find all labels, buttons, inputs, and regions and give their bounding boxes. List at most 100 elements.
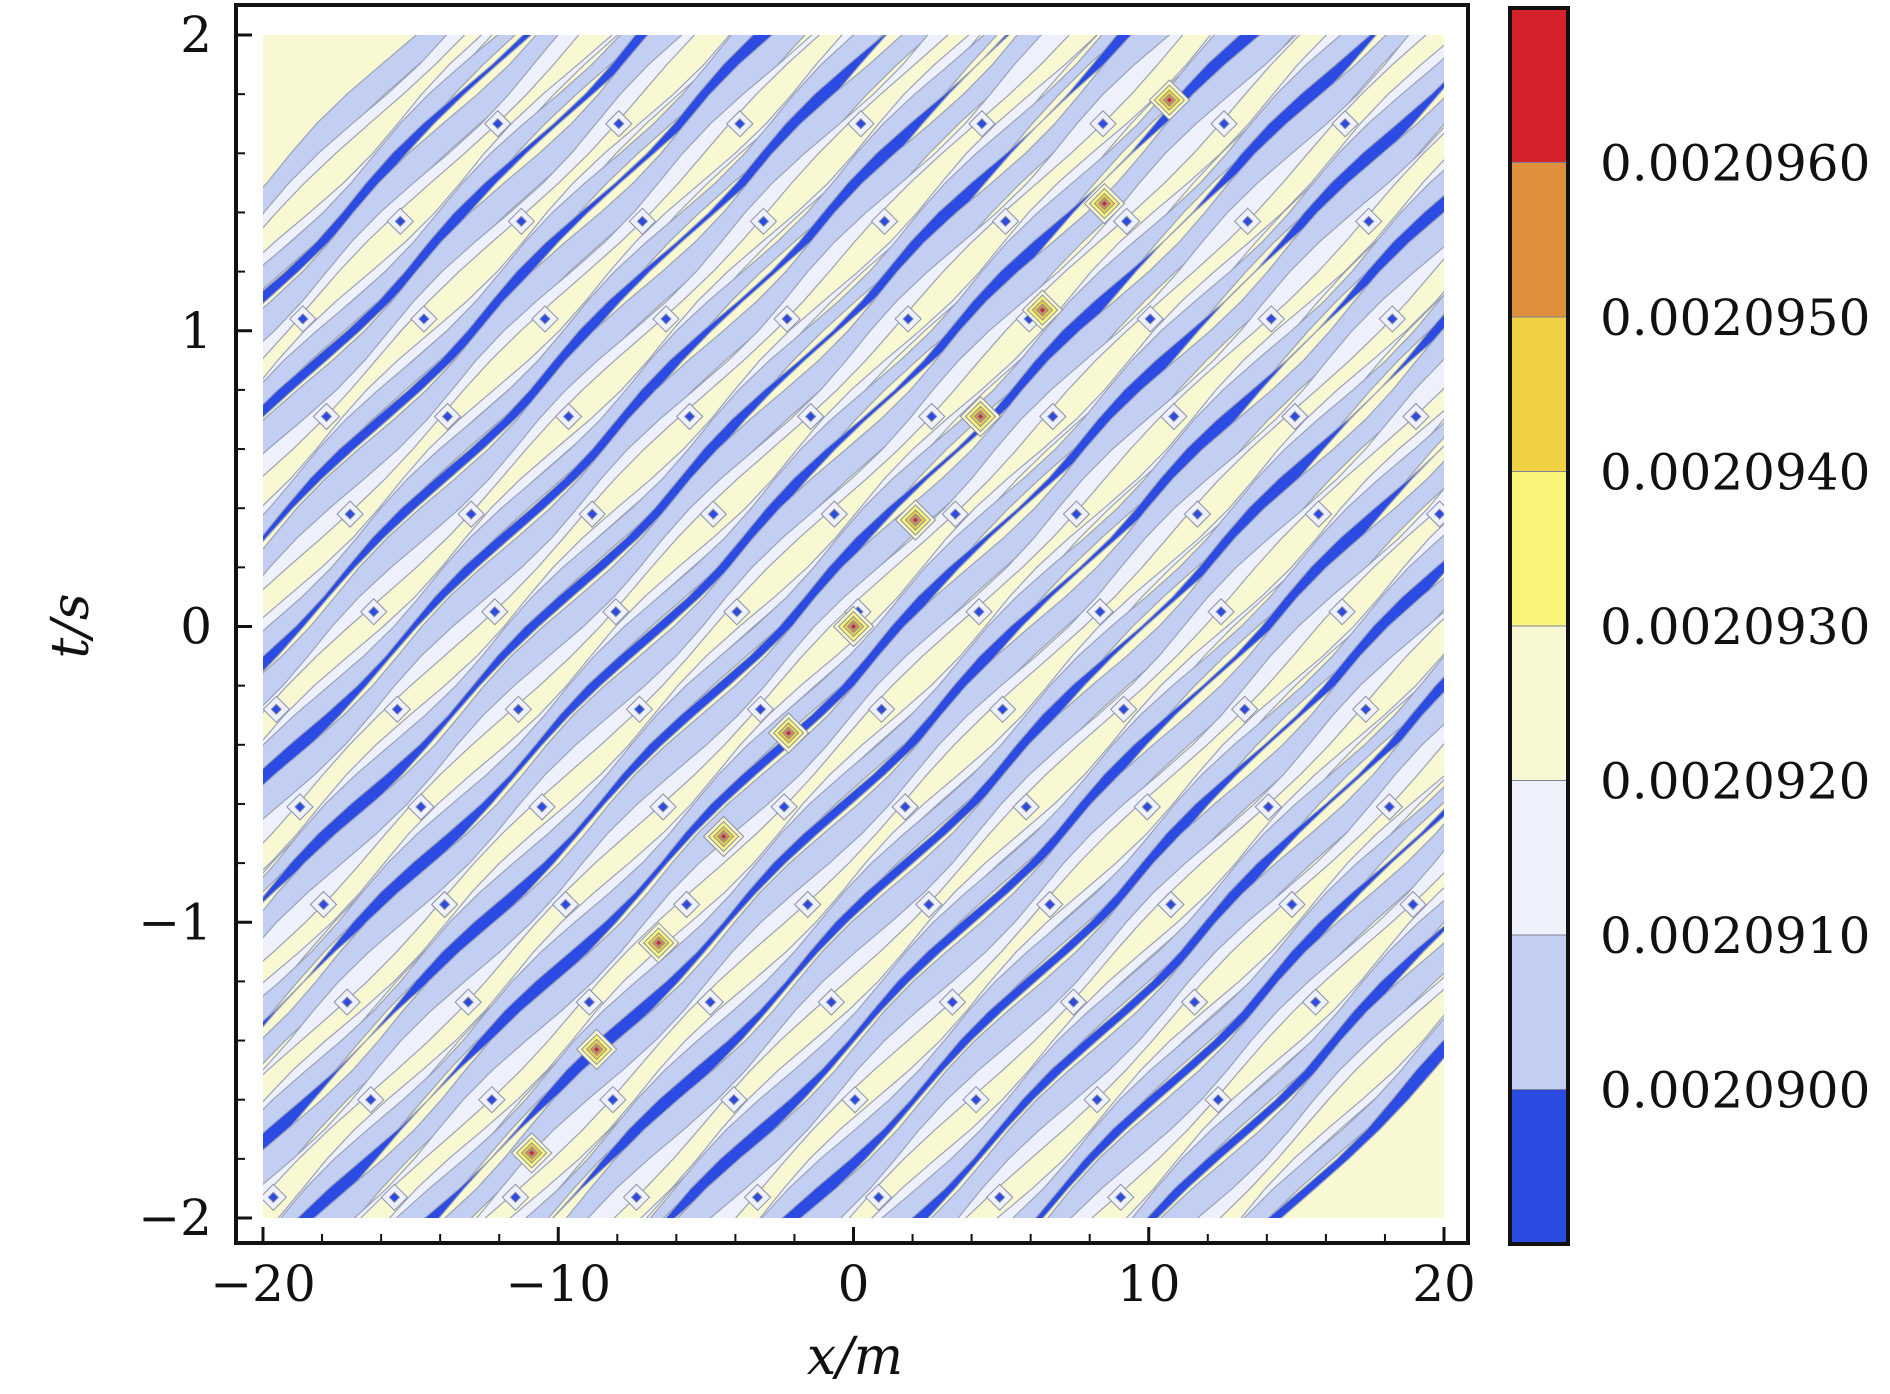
colorbar-label-6: 0.0020960 (1600, 135, 1870, 193)
contour-marker-core-25 (878, 215, 891, 228)
contour-marker-core-21 (489, 606, 501, 618)
peak-marker-5 (832, 605, 875, 648)
peak-marker-1 (575, 1028, 618, 1071)
contour-marker-core-14 (465, 508, 477, 520)
contour-band-11 (263, 35, 696, 477)
contour-marker-core-31 (707, 508, 719, 520)
contour-marker-core-83 (1020, 801, 1032, 813)
contour-marker-core-68 (1363, 215, 1375, 228)
contour-band-9 (263, 35, 658, 418)
contour-marker-core-58 (388, 1191, 401, 1204)
peak-marker-0 (510, 1132, 553, 1174)
contour-marker-core-26 (976, 118, 988, 130)
contour-marker-core-73 (899, 801, 911, 813)
peak-marker-2-level-4 (654, 939, 663, 947)
contour-marker-core-35 (1097, 118, 1109, 130)
contour-band-4 (263, 35, 533, 305)
contour-marker-core-59 (486, 1093, 498, 1106)
peak-marker-1-level-4 (592, 1045, 601, 1054)
contour-marker-core-95 (1433, 508, 1444, 520)
contour-marker-core-27 (317, 898, 330, 911)
x-axis-ticks: −20 −10 0 10 20 (210, 1227, 1476, 1313)
contour-marker-core-10 (636, 215, 649, 228)
peak-marker-4 (767, 712, 810, 754)
contour-marker-core-74 (996, 703, 1009, 716)
contour-marker-core-67 (1265, 313, 1277, 325)
contour-marker-core-57 (1339, 118, 1351, 130)
contour-marker-core-60 (583, 996, 595, 1008)
contour-marker-core-71 (704, 996, 717, 1008)
x-tick-label-1: −10 (505, 1255, 611, 1313)
contour-marker-core-87 (1410, 410, 1422, 423)
contour-marker-core-18 (855, 118, 867, 130)
contour-marker-core-77 (1289, 410, 1301, 423)
peak-marker-10 (1148, 79, 1191, 121)
contour-marker-core-11 (734, 118, 746, 130)
contour-marker-core-89 (849, 1093, 861, 1106)
colorbar-label-3: 0.0020930 (1600, 598, 1870, 656)
contour-marker-core-99 (1165, 898, 1177, 911)
contour-marker-core-1 (394, 215, 406, 228)
contour-marker-core-64 (973, 606, 985, 618)
contour-marker-core-61 (680, 898, 693, 911)
contour-band-81 (1196, 976, 1444, 1218)
contour-band-57 (640, 409, 1444, 1218)
contour-marker-core-45 (1218, 118, 1230, 130)
contour-marker-core-101 (1360, 703, 1372, 716)
contour-band-70 (930, 691, 1444, 1218)
contour-marker-core-75 (1094, 606, 1106, 618)
contour-marker-core-22 (586, 508, 598, 520)
contour-marker-core-81 (825, 996, 838, 1008)
contour-marker-core-106 (1383, 801, 1396, 813)
contour-markers (263, 110, 1444, 1212)
colorbar-labels: 0.0020900 0.0020910 0.0020920 0.0020930 0.00… (1600, 135, 1870, 1120)
contour-marker-core-29 (512, 703, 525, 716)
y-tick-label-4: 2 (180, 6, 212, 64)
contour-marker-core-86 (1312, 508, 1325, 520)
contour-marker-core-82 (923, 898, 935, 911)
contour-band-79 (1146, 925, 1444, 1218)
contour-marker-core-24 (781, 313, 793, 325)
contour-marker-core-98 (1067, 996, 1080, 1008)
peak-marker-6 (894, 499, 937, 541)
contour-band-56 (587, 358, 1444, 1218)
colorbar-segment-5 (1509, 316, 1569, 472)
contour-band-51 (475, 246, 1444, 1218)
peak-marker-4-level-4 (784, 729, 793, 737)
contour-marker-core-103 (1091, 1093, 1103, 1106)
contour-marker-core-55 (1144, 313, 1156, 325)
peak-marker-3 (702, 815, 745, 858)
contour-marker-core-104 (1188, 996, 1201, 1008)
contour-marker-core-30 (610, 606, 622, 618)
peak-marker-7 (959, 395, 1002, 438)
y-tick-label-0: −2 (138, 1189, 212, 1247)
contour-marker-core-91 (1044, 898, 1056, 911)
contour-marker-core-78 (1386, 313, 1399, 325)
contour-marker-core-92 (1141, 801, 1153, 813)
contour-marker-core-41 (828, 508, 841, 520)
contour-marker-core-16 (660, 313, 672, 325)
contour-band-78 (1131, 899, 1444, 1218)
contour-marker-core-76 (1191, 508, 1204, 520)
contour-marker-core-62 (778, 801, 790, 813)
x-tick-label-2: 0 (838, 1255, 870, 1313)
peak-markers (510, 79, 1191, 1174)
contour-marker-core-50 (657, 801, 669, 813)
contour-marker-core-105 (1286, 898, 1298, 911)
contour-marker-core-85 (1215, 606, 1227, 618)
plot-area (263, 35, 1444, 1218)
contour-marker-core-6 (613, 118, 625, 130)
contour-marker-core-9 (539, 313, 551, 325)
contour-marker-core-93 (1238, 703, 1251, 716)
peak-marker-9-level-4 (1100, 199, 1109, 208)
contour-marker-core-90 (946, 996, 959, 1008)
contour-marker-core-34 (999, 215, 1012, 228)
contour-marker-core-84 (1117, 703, 1130, 716)
y-tick-label-1: −1 (138, 893, 212, 951)
contour-marker-core-79 (630, 1191, 643, 1204)
contour-marker-core-108 (1212, 1093, 1224, 1106)
colorbar-frame (1508, 6, 1570, 1246)
contour-marker-core-63 (875, 703, 888, 716)
contour-marker-core-0 (297, 313, 309, 325)
